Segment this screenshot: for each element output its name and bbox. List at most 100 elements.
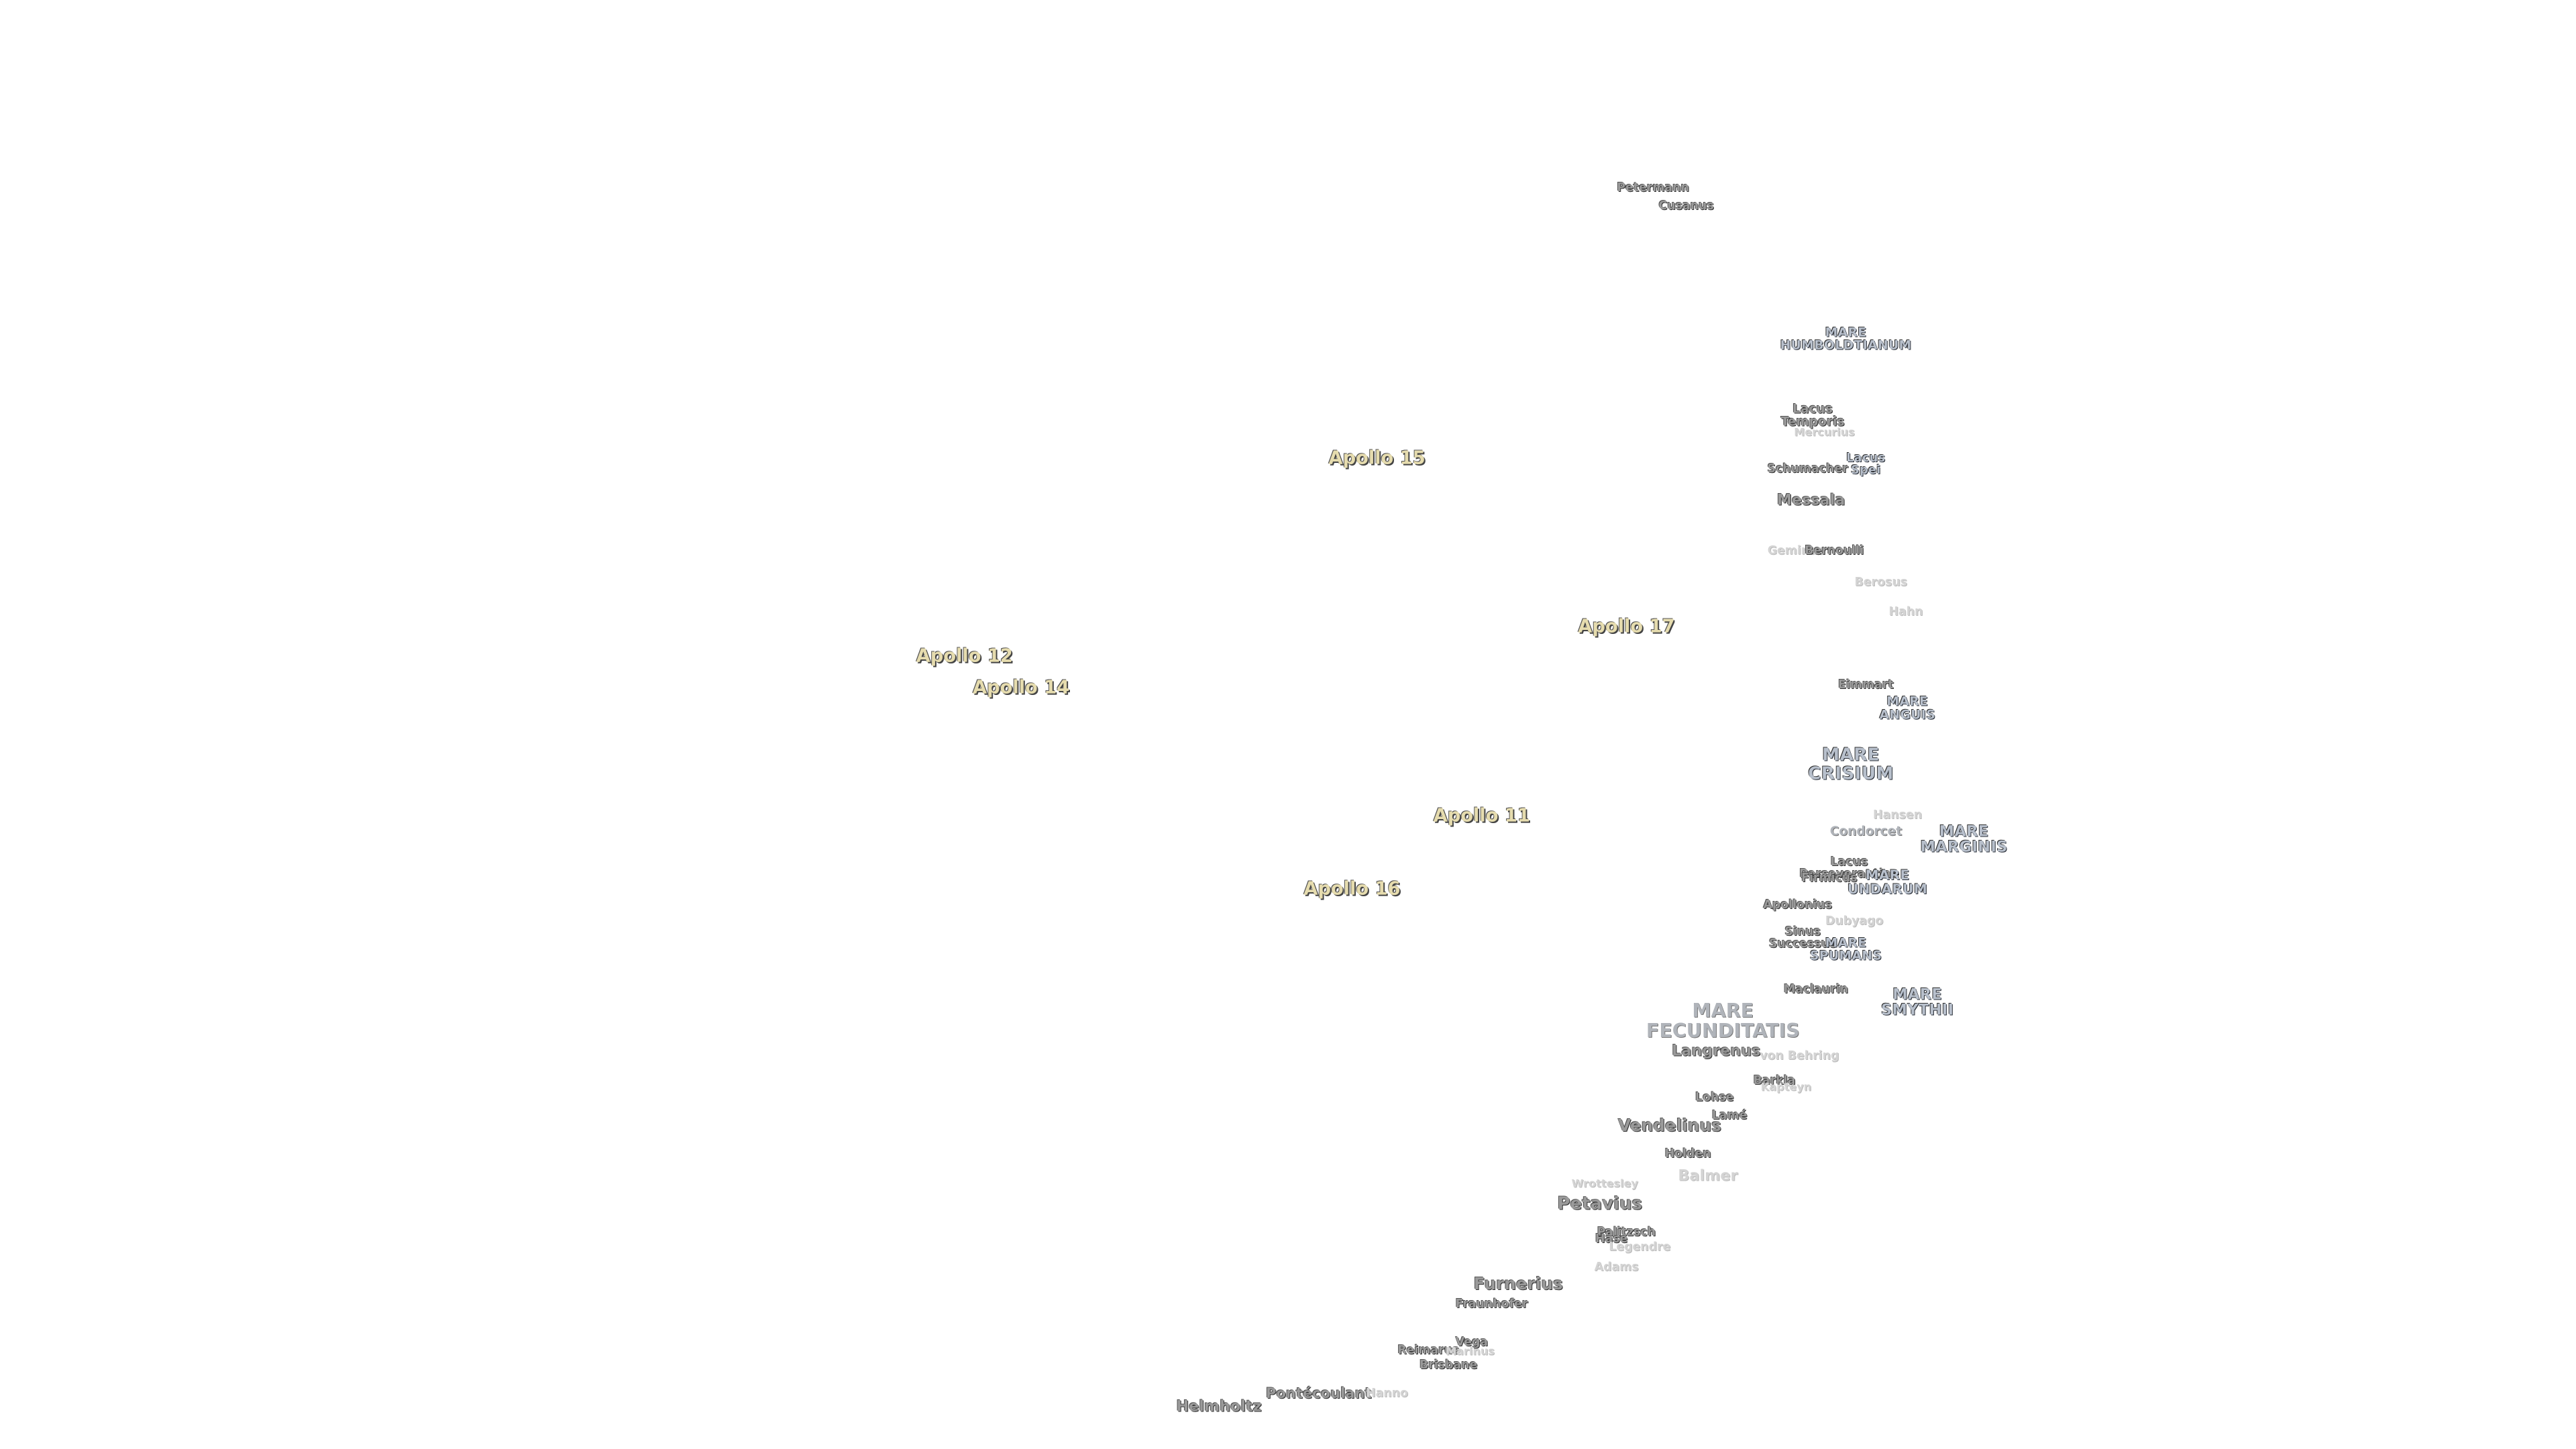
label-line: MARGINIS [1920, 838, 2008, 856]
crater-label: Palitzsch [1597, 1226, 1656, 1238]
label-line: Temporis [1780, 415, 1845, 429]
mare-label: MARE FECUNDITATIS [1646, 1001, 1800, 1041]
crater-label: von Behring [1760, 1050, 1839, 1062]
label-line: Messala [1776, 491, 1845, 509]
label-line: Bernoulli [1805, 543, 1864, 557]
landing-site-label: Apollo 17 [1578, 617, 1674, 637]
label-line: Maclaurin [1784, 982, 1849, 996]
label-line: Apollo 17 [1578, 616, 1675, 637]
label-line: FECUNDITATIS [1646, 1020, 1800, 1042]
landing-site-label: Apollo 15 [1329, 449, 1426, 469]
crater-label: Apollonius [1764, 898, 1833, 910]
mare-label: MARE ANGUIS [1880, 696, 1936, 722]
label-line: HUMBOLDTIANUM [1780, 338, 1912, 353]
label-line: UNDARUM [1847, 881, 1928, 898]
label-line: Mercurius [1794, 425, 1855, 439]
mare-label: MARE UNDARUM [1847, 869, 1927, 898]
landing-site-label: Apollo 16 [1303, 878, 1401, 900]
label-line: Lacus [1792, 402, 1833, 417]
label-line: Successus [1769, 937, 1837, 951]
label-line: Dubyago [1825, 914, 1884, 928]
crater-label: Maclaurin [1784, 983, 1848, 996]
label-line: Lohse [1695, 1091, 1734, 1105]
label-line: Lacus [1846, 451, 1886, 465]
landing-site-label: Apollo 12 [916, 647, 1013, 667]
crater-label: Marinus [1446, 1346, 1495, 1358]
label-line: Palitzsch [1597, 1225, 1656, 1239]
mare-label: MARE SMYTHII [1881, 985, 1954, 1019]
label-line: SMYTHII [1881, 1001, 1954, 1019]
crater-label: Firmicus [1801, 872, 1857, 884]
label-line: Petermann [1617, 181, 1689, 195]
label-line: von Behring [1760, 1049, 1839, 1063]
crater-label: Hahn [1888, 606, 1923, 618]
label-line: Vendelinus [1618, 1116, 1721, 1136]
label-line: Fraunhofer [1455, 1297, 1528, 1311]
label-line: Vega [1455, 1335, 1489, 1349]
crater-label: Brisbane [1419, 1359, 1477, 1371]
label-line: MARE [1692, 1000, 1754, 1022]
label-line: Apollo 12 [916, 645, 1013, 667]
label-line: Petavius [1557, 1193, 1643, 1214]
crater-label: Hase [1595, 1233, 1627, 1245]
label-line: Hansen [1873, 808, 1923, 822]
label-line: Schumacher [1767, 462, 1848, 476]
crater-label: Barkla [1754, 1075, 1796, 1087]
mare-label: Lacus Spei [1846, 451, 1885, 476]
crater-label: Bernoulli [1805, 544, 1864, 556]
crater-label: Sinus Successus [1769, 926, 1837, 951]
label-line: Apollo 11 [1433, 805, 1530, 826]
crater-label: Petavius [1557, 1193, 1643, 1214]
crater-label: Berosus [1855, 576, 1907, 588]
label-line: Cusanus [1658, 199, 1714, 213]
mare-label: MARE SPUMANS [1810, 936, 1882, 963]
crater-label: Reimarus [1397, 1344, 1459, 1356]
crater-label: Cusanus [1659, 200, 1714, 212]
crater-label: Balmer [1678, 1167, 1737, 1183]
label-line: SPUMANS [1810, 949, 1882, 963]
label-line: Eimmart [1838, 678, 1894, 692]
label-line: Apollo 14 [973, 678, 1070, 698]
label-line: MARE [1939, 822, 1989, 841]
label-line: Hase [1595, 1232, 1628, 1246]
label-line: Furnerius [1473, 1273, 1563, 1293]
crater-label: Lamé [1712, 1110, 1748, 1122]
label-line: Apollo 16 [1303, 878, 1401, 900]
label-line: Hanno [1366, 1387, 1408, 1401]
crater-label: Hanno [1366, 1387, 1408, 1399]
label-line: Pontécoulant [1266, 1385, 1372, 1402]
label-line: ANGUIS [1879, 708, 1936, 722]
label-line: MARE [1886, 694, 1929, 709]
label-line: Kapteyn [1760, 1080, 1812, 1093]
mare-label: MARE CRISIUM [1808, 745, 1894, 784]
label-line: Apollo 15 [1328, 447, 1426, 469]
crater-label: Holden [1665, 1148, 1711, 1160]
label-line: Marinus [1445, 1344, 1495, 1358]
label-line: Barkla [1753, 1074, 1796, 1088]
crater-label: Adams [1595, 1261, 1639, 1273]
crater-label: Messala [1777, 492, 1845, 508]
landing-site-label: Apollo 14 [973, 678, 1070, 698]
crater-label: Petermann [1617, 182, 1689, 194]
crater-label: Fraunhofer [1456, 1297, 1528, 1309]
label-line: Legendre [1609, 1240, 1671, 1254]
landing-site-label: Apollo 11 [1433, 805, 1530, 826]
label-line: Condorcet [1829, 824, 1902, 839]
label-line: Spei [1851, 463, 1881, 477]
label-line: Geminus [1767, 543, 1825, 557]
label-line: MARE [1825, 936, 1867, 950]
crater-label: Wrottesley [1572, 1178, 1638, 1190]
label-line: Brisbane [1419, 1358, 1478, 1373]
label-line: MARE [1892, 985, 1943, 1004]
crater-label: Lacus Temporis [1781, 402, 1845, 429]
crater-label: Hansen [1873, 808, 1923, 822]
mare-label: MARE MARGINIS [1921, 824, 2008, 855]
crater-label: Kapteyn [1760, 1080, 1812, 1093]
label-line: MARE [1825, 325, 1867, 340]
label-line: MARE [1822, 745, 1880, 766]
label-line: Lamé [1711, 1109, 1748, 1123]
label-line: Perseverantiae [1799, 867, 1899, 881]
crater-label: Schumacher [1768, 463, 1848, 475]
